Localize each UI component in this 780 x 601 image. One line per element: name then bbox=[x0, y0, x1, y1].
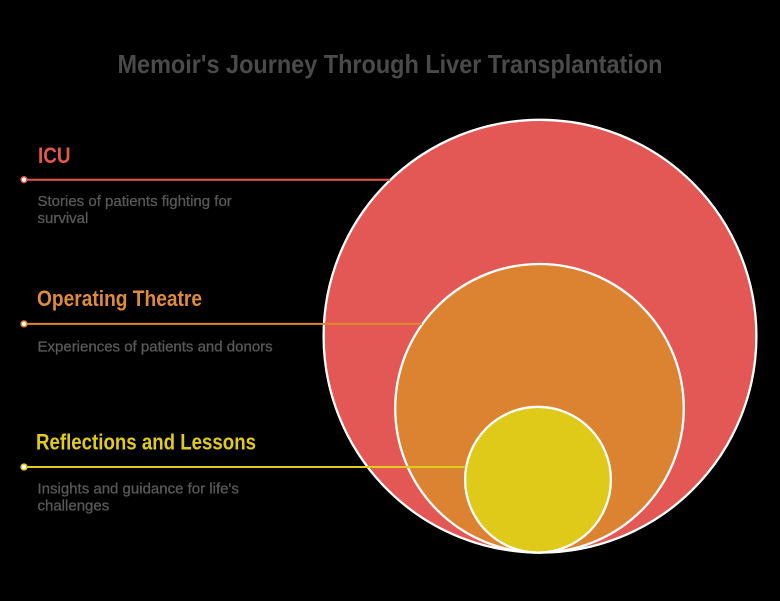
svg-text:Operating Theatre: Operating Theatre bbox=[37, 286, 202, 311]
svg-text:survival: survival bbox=[38, 210, 89, 227]
svg-text:challenges: challenges bbox=[38, 498, 110, 515]
svg-text:Reflections and Lessons: Reflections and Lessons bbox=[36, 430, 256, 455]
svg-text:Memoir's Journey Through Liver: Memoir's Journey Through Liver Transplan… bbox=[118, 49, 663, 79]
svg-text:Stories of patients fighting f: Stories of patients fighting for bbox=[38, 193, 232, 210]
svg-text:Experiences of patients and do: Experiences of patients and donors bbox=[38, 339, 273, 356]
svg-text:ICU: ICU bbox=[38, 143, 71, 168]
svg-text:Insights and guidance for life: Insights and guidance for life's bbox=[38, 481, 239, 498]
